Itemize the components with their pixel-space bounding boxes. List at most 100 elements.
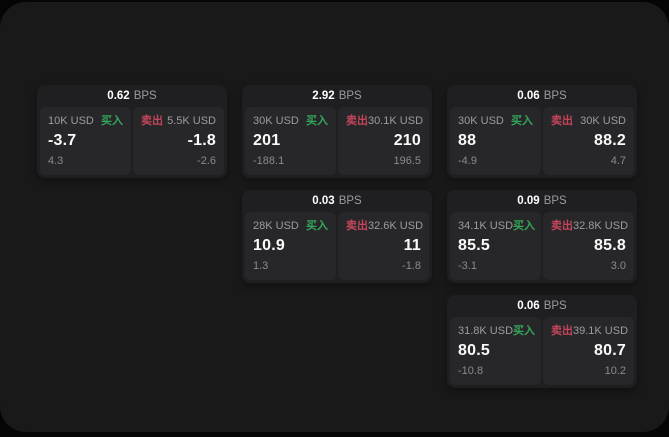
buy-amount: 30K USD	[253, 115, 299, 127]
card-header: 0.09 BPS	[450, 190, 634, 212]
quote-card: 0.62 BPS 10K USD 买入 -3.7 4.3 卖出 5.5K USD…	[37, 85, 227, 178]
quote-panels: 10K USD 买入 -3.7 4.3 卖出 5.5K USD -1.8 -2.…	[40, 107, 224, 175]
bps-unit: BPS	[543, 90, 567, 102]
card-header: 0.06 BPS	[450, 85, 634, 107]
quote-panels: 30K USD 买入 88 -4.9 卖出 30K USD 88.2 4.7	[450, 107, 634, 175]
buy-side-label: 买入	[101, 115, 123, 127]
buy-delta: -10.8	[458, 365, 484, 377]
buy-panel[interactable]: 28K USD 买入 10.9 1.3	[245, 212, 336, 280]
sell-price: 85.8	[594, 237, 626, 254]
sell-price: 80.7	[594, 342, 626, 359]
sell-side-label: 卖出	[346, 220, 368, 232]
sell-price: 88.2	[594, 132, 626, 149]
sell-panel-top: 卖出 5.5K USD	[141, 115, 216, 128]
buy-panel[interactable]: 31.8K USD 买入 80.5 -10.8	[450, 317, 541, 385]
buy-panel-top: 10K USD 买入	[48, 115, 123, 128]
quote-card: 0.06 BPS 31.8K USD 买入 80.5 -10.8 卖出 39.1…	[447, 295, 637, 388]
buy-delta: 1.3	[253, 260, 269, 272]
card-header: 2.92 BPS	[245, 85, 429, 107]
buy-side-label: 买入	[306, 220, 328, 232]
buy-panel-top: 31.8K USD 买入	[458, 325, 536, 338]
bps-unit: BPS	[543, 195, 567, 207]
buy-price: 88	[458, 132, 477, 149]
sell-price: 210	[393, 132, 421, 149]
quote-board: 0.62 BPS 10K USD 买入 -3.7 4.3 卖出 5.5K USD…	[37, 85, 637, 388]
buy-amount: 31.8K USD	[458, 325, 514, 337]
quote-panels: 30K USD 买入 201 -188.1 卖出 30.1K USD 210 1…	[245, 107, 429, 175]
buy-panel-top: 34.1K USD 买入	[458, 220, 536, 233]
sell-price: 11	[403, 237, 421, 254]
buy-price: -3.7	[48, 132, 77, 149]
sell-panel[interactable]: 卖出 5.5K USD -1.8 -2.6	[133, 107, 224, 175]
sell-panel[interactable]: 卖出 30K USD 88.2 4.7	[543, 107, 634, 175]
buy-price: 10.9	[253, 237, 285, 254]
quote-card: 0.06 BPS 30K USD 买入 88 -4.9 卖出 30K USD 8…	[447, 85, 637, 178]
sell-amount: 32.6K USD	[368, 220, 424, 232]
buy-price: 201	[253, 132, 281, 149]
sell-side-label: 卖出	[551, 325, 573, 337]
sell-delta: -2.6	[197, 155, 216, 167]
bps-unit: BPS	[338, 195, 362, 207]
card-header: 0.03 BPS	[245, 190, 429, 212]
bps-unit: BPS	[543, 300, 567, 312]
sell-side-label: 卖出	[551, 115, 573, 127]
sell-panel-top: 卖出 30K USD	[551, 115, 626, 128]
bps-value: 0.03	[312, 195, 335, 207]
buy-amount: 34.1K USD	[458, 220, 514, 232]
sell-panel-top: 卖出 32.6K USD	[346, 220, 424, 233]
buy-side-label: 买入	[306, 115, 328, 127]
sell-amount: 32.8K USD	[573, 220, 629, 232]
bps-value: 0.06	[517, 300, 540, 312]
buy-side-label: 买入	[511, 115, 533, 127]
sell-amount: 30.1K USD	[368, 115, 424, 127]
sell-delta: -1.8	[402, 260, 421, 272]
sell-panel[interactable]: 卖出 39.1K USD 80.7 10.2	[543, 317, 634, 385]
bps-unit: BPS	[338, 90, 362, 102]
buy-delta: -3.1	[458, 260, 477, 272]
quote-card: 0.09 BPS 34.1K USD 买入 85.5 -3.1 卖出 32.8K…	[447, 190, 637, 283]
buy-delta: -4.9	[458, 155, 477, 167]
sell-amount: 39.1K USD	[573, 325, 629, 337]
buy-delta: -188.1	[253, 155, 285, 167]
sell-side-label: 卖出	[346, 115, 368, 127]
sell-panel[interactable]: 卖出 30.1K USD 210 196.5	[338, 107, 429, 175]
buy-side-label: 买入	[513, 220, 536, 232]
buy-side-label: 买入	[513, 325, 536, 337]
buy-amount: 28K USD	[253, 220, 299, 232]
buy-panel[interactable]: 30K USD 买入 201 -188.1	[245, 107, 336, 175]
buy-panel-top: 30K USD 买入	[253, 115, 328, 128]
card-header: 0.06 BPS	[450, 295, 634, 317]
sell-price: -1.8	[187, 132, 216, 149]
buy-amount: 30K USD	[458, 115, 504, 127]
card-header: 0.62 BPS	[40, 85, 224, 107]
bps-value: 2.92	[312, 90, 335, 102]
buy-panel[interactable]: 30K USD 买入 88 -4.9	[450, 107, 541, 175]
sell-amount: 30K USD	[580, 115, 626, 127]
sell-side-label: 卖出	[551, 220, 573, 232]
quote-card: 2.92 BPS 30K USD 买入 201 -188.1 卖出 30.1K …	[242, 85, 432, 178]
buy-panel-top: 30K USD 买入	[458, 115, 533, 128]
sell-delta: 10.2	[604, 365, 626, 377]
sell-panel-top: 卖出 30.1K USD	[346, 115, 424, 128]
sell-side-label: 卖出	[141, 115, 163, 127]
quote-panels: 34.1K USD 买入 85.5 -3.1 卖出 32.8K USD 85.8…	[450, 212, 634, 280]
buy-delta: 4.3	[48, 155, 64, 167]
bps-value: 0.09	[517, 195, 540, 207]
buy-panel[interactable]: 10K USD 买入 -3.7 4.3	[40, 107, 131, 175]
buy-panel-top: 28K USD 买入	[253, 220, 328, 233]
buy-price: 85.5	[458, 237, 490, 254]
sell-panel-top: 卖出 39.1K USD	[551, 325, 629, 338]
buy-amount: 10K USD	[48, 115, 94, 127]
quote-panels: 28K USD 买入 10.9 1.3 卖出 32.6K USD 11 -1.8	[245, 212, 429, 280]
sell-panel[interactable]: 卖出 32.6K USD 11 -1.8	[338, 212, 429, 280]
sell-amount: 5.5K USD	[167, 115, 216, 127]
bps-unit: BPS	[133, 90, 157, 102]
buy-panel[interactable]: 34.1K USD 买入 85.5 -3.1	[450, 212, 541, 280]
buy-price: 80.5	[458, 342, 490, 359]
sell-delta: 196.5	[393, 155, 421, 167]
sell-panel[interactable]: 卖出 32.8K USD 85.8 3.0	[543, 212, 634, 280]
quote-card: 0.03 BPS 28K USD 买入 10.9 1.3 卖出 32.6K US…	[242, 190, 432, 283]
quote-panels: 31.8K USD 买入 80.5 -10.8 卖出 39.1K USD 80.…	[450, 317, 634, 385]
bps-value: 0.62	[107, 90, 130, 102]
